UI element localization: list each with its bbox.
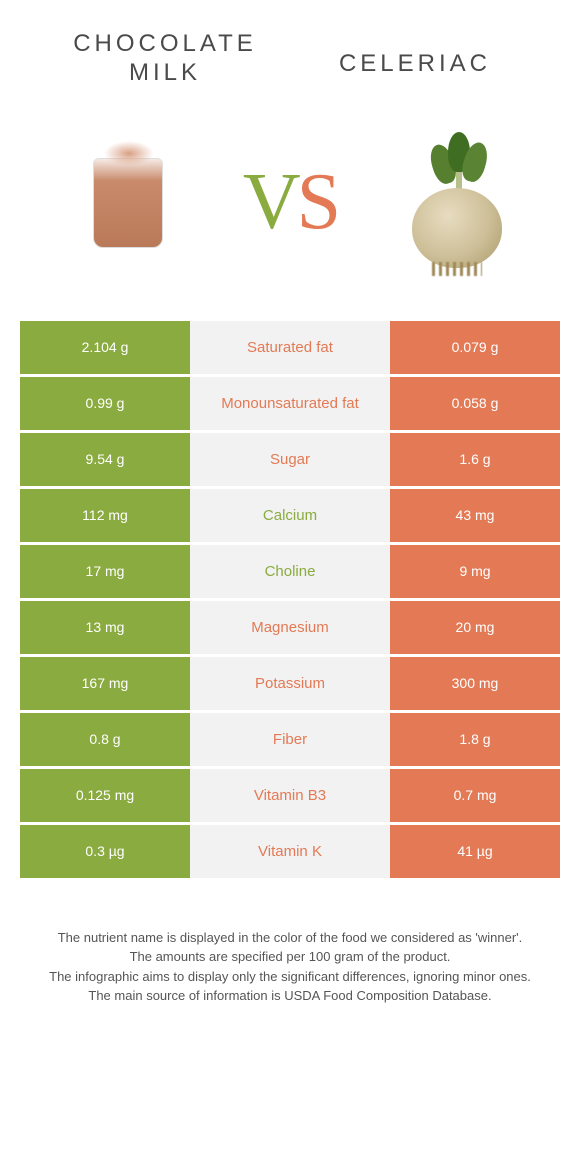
nutrient-label: Monounsaturated fat <box>190 374 390 430</box>
right-value: 0.7 mg <box>390 766 560 822</box>
left-value: 167 mg <box>20 654 190 710</box>
left-value: 13 mg <box>20 598 190 654</box>
left-value: 2.104 g <box>20 318 190 374</box>
footer-line: The amounts are specified per 100 gram o… <box>40 947 540 967</box>
nutrient-label: Fiber <box>190 710 390 766</box>
comparison-table: 2.104 gSaturated fat0.079 g0.99 gMonouns… <box>20 318 560 878</box>
right-food-image <box>372 113 532 293</box>
nutrient-label: Sugar <box>190 430 390 486</box>
vs-v: V <box>243 158 297 246</box>
table-row: 112 mgCalcium43 mg <box>20 486 560 542</box>
right-food-title: CELERIAC <box>290 30 540 88</box>
right-value: 0.079 g <box>390 318 560 374</box>
nutrient-label: Magnesium <box>190 598 390 654</box>
nutrient-label: Vitamin B3 <box>190 766 390 822</box>
table-row: 0.8 gFiber1.8 g <box>20 710 560 766</box>
nutrient-label: Potassium <box>190 654 390 710</box>
left-value: 9.54 g <box>20 430 190 486</box>
celeriac-icon <box>392 128 512 278</box>
footer-line: The main source of information is USDA F… <box>40 986 540 1006</box>
table-row: 0.125 mgVitamin B30.7 mg <box>20 766 560 822</box>
table-row: 17 mgCholine9 mg <box>20 542 560 598</box>
nutrient-label: Vitamin K <box>190 822 390 878</box>
left-value: 112 mg <box>20 486 190 542</box>
right-value: 9 mg <box>390 542 560 598</box>
left-value: 0.3 µg <box>20 822 190 878</box>
nutrient-label: Saturated fat <box>190 318 390 374</box>
table-row: 167 mgPotassium300 mg <box>20 654 560 710</box>
footer-line: The nutrient name is displayed in the co… <box>40 928 540 948</box>
footer-line: The infographic aims to display only the… <box>40 967 540 987</box>
images-row: VS <box>0 98 580 318</box>
left-value: 0.8 g <box>20 710 190 766</box>
left-food-title: CHOCOLATE MILK <box>40 30 290 88</box>
table-row: 0.3 µgVitamin K41 µg <box>20 822 560 878</box>
table-row: 13 mgMagnesium20 mg <box>20 598 560 654</box>
nutrient-label: Calcium <box>190 486 390 542</box>
footer-notes: The nutrient name is displayed in the co… <box>0 878 580 1006</box>
header: CHOCOLATE MILK CELERIAC <box>0 0 580 98</box>
right-value: 0.058 g <box>390 374 560 430</box>
table-row: 0.99 gMonounsaturated fat0.058 g <box>20 374 560 430</box>
left-value: 0.125 mg <box>20 766 190 822</box>
right-value: 41 µg <box>390 822 560 878</box>
right-value: 20 mg <box>390 598 560 654</box>
left-value: 0.99 g <box>20 374 190 430</box>
table-row: 9.54 gSugar1.6 g <box>20 430 560 486</box>
vs-s: S <box>297 158 338 246</box>
vs-label: VS <box>243 157 337 248</box>
chocolate-milk-icon <box>93 158 163 248</box>
left-value: 17 mg <box>20 542 190 598</box>
left-food-image <box>48 113 208 293</box>
nutrient-label: Choline <box>190 542 390 598</box>
right-value: 1.8 g <box>390 710 560 766</box>
right-value: 1.6 g <box>390 430 560 486</box>
right-value: 300 mg <box>390 654 560 710</box>
table-row: 2.104 gSaturated fat0.079 g <box>20 318 560 374</box>
right-value: 43 mg <box>390 486 560 542</box>
